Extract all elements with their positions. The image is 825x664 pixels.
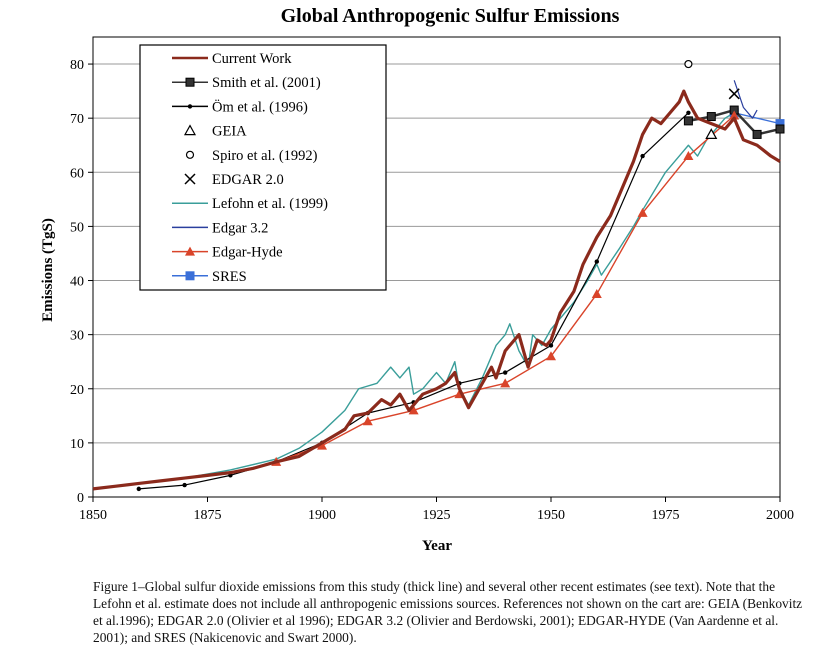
legend-label: Öm et al. (1996) bbox=[212, 98, 308, 115]
data-point bbox=[500, 378, 511, 388]
legend-label: Edgar-Hyde bbox=[212, 245, 283, 261]
data-point bbox=[408, 405, 419, 415]
series-group bbox=[92, 59, 785, 492]
legend-label: EDGAR 2.0 bbox=[212, 172, 284, 188]
data-point bbox=[775, 124, 785, 134]
figure-caption: Figure 1–Global sulfur dioxide emissions… bbox=[93, 579, 803, 645]
data-point bbox=[637, 207, 648, 217]
data-point bbox=[706, 112, 716, 122]
legend-swatch-marker bbox=[187, 104, 193, 109]
y-tick-label: 80 bbox=[70, 58, 84, 73]
x-tick-label: 1850 bbox=[79, 508, 107, 523]
series-geia bbox=[705, 128, 718, 140]
legend: Current Work Smith et al. (2001) Öm et al.… bbox=[139, 44, 387, 291]
series-spiro-et-al-1992- bbox=[684, 59, 693, 69]
x-tick-label: 1950 bbox=[537, 508, 565, 523]
legend-label: SRES bbox=[212, 269, 247, 285]
legend-label: Smith et al. (2001) bbox=[212, 75, 321, 91]
y-axis-label: Emissions (TgS) bbox=[40, 218, 56, 322]
y-tick-label: 30 bbox=[70, 329, 84, 344]
data-point bbox=[705, 128, 718, 140]
y-tick-label: 60 bbox=[70, 166, 84, 181]
data-point bbox=[594, 259, 599, 264]
data-point bbox=[317, 440, 327, 450]
x-tick-label: 1925 bbox=[423, 508, 451, 523]
series-edgar-2-0 bbox=[728, 88, 740, 100]
data-point bbox=[136, 486, 141, 492]
legend-swatch-marker bbox=[184, 173, 196, 185]
legend-swatch-marker bbox=[185, 150, 195, 159]
data-point bbox=[591, 289, 602, 299]
series-current-work bbox=[92, 89, 781, 491]
legend-swatch-marker bbox=[185, 246, 195, 256]
x-tick-label: 2000 bbox=[766, 508, 794, 523]
legend-label: Current Work bbox=[212, 51, 292, 67]
data-point bbox=[686, 110, 691, 115]
y-tick-label: 0 bbox=[77, 491, 84, 506]
data-point bbox=[684, 59, 693, 69]
chart-title: Global Anthropogenic Sulfur Emissions bbox=[281, 5, 620, 27]
y-tick-label: 20 bbox=[70, 383, 84, 398]
y-tick-label: 50 bbox=[70, 220, 84, 235]
series-line bbox=[734, 112, 781, 125]
data-point bbox=[729, 110, 740, 120]
legend-swatch-marker bbox=[185, 271, 195, 281]
legend-label: Edgar 3.2 bbox=[212, 220, 268, 236]
axis-ticks: 0 10 20 30 40 50 60 70 80 1850 1875 1900 1925 1950 197… bbox=[70, 58, 794, 523]
legend-box bbox=[139, 44, 387, 291]
x-axis-label: Year bbox=[422, 538, 452, 554]
legend-swatch-marker bbox=[185, 77, 195, 87]
data-point bbox=[683, 151, 694, 161]
y-tick-label: 10 bbox=[70, 437, 84, 452]
legend-label: GEIA bbox=[212, 124, 247, 140]
series-line bbox=[92, 89, 781, 491]
data-point bbox=[683, 116, 693, 126]
data-point bbox=[640, 153, 645, 159]
data-point bbox=[546, 351, 556, 361]
x-tick-label: 1875 bbox=[194, 508, 222, 523]
series-line bbox=[92, 112, 735, 490]
data-point bbox=[548, 343, 554, 348]
legend-label: Lefohn et al. (1999) bbox=[212, 196, 328, 212]
chart: Global Anthropogenic Sulfur Emissions 0 1… bbox=[40, 5, 794, 554]
legend-swatch-marker bbox=[183, 124, 197, 136]
legend-label: Spiro et al. (1992) bbox=[212, 148, 318, 164]
y-tick-label: 40 bbox=[70, 275, 84, 290]
x-tick-label: 1975 bbox=[652, 508, 680, 523]
data-point bbox=[362, 416, 373, 426]
series-line bbox=[733, 80, 758, 119]
series-lefohn-et-al-1999- bbox=[92, 112, 735, 490]
series-edgar-3-2 bbox=[733, 80, 758, 119]
data-point bbox=[752, 129, 762, 139]
data-point bbox=[182, 482, 187, 488]
series-smith-et-al-2001- bbox=[683, 105, 785, 139]
data-point bbox=[728, 88, 740, 100]
y-tick-label: 70 bbox=[70, 112, 84, 127]
data-point bbox=[503, 370, 508, 375]
x-tick-label: 1900 bbox=[308, 508, 336, 523]
